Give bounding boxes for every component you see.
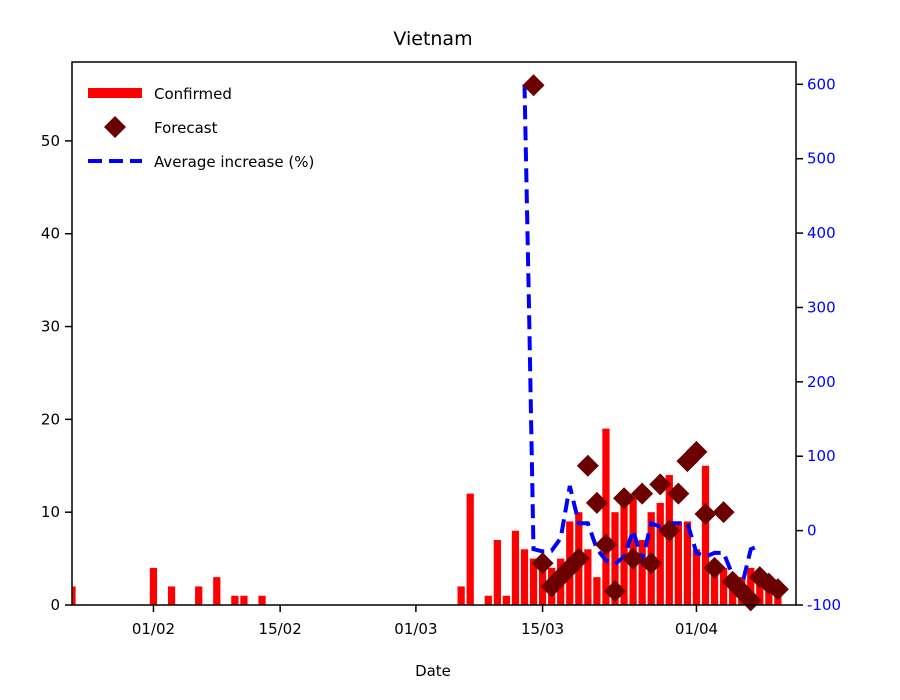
left-tick-label: 10 — [41, 503, 60, 521]
forecast-point — [712, 501, 735, 524]
forecast-point — [576, 454, 599, 477]
confirmed-bar — [529, 558, 538, 605]
confirmed-bar — [611, 512, 619, 605]
legend-confirmed-swatch — [88, 88, 142, 98]
x-tick-label: 15/03 — [521, 620, 564, 638]
confirmed-bar — [258, 595, 266, 605]
left-tick-label: 50 — [41, 132, 60, 150]
x-tick-label: 01/03 — [394, 620, 437, 638]
legend-label: Forecast — [154, 119, 218, 137]
confirmed-bar — [638, 540, 646, 605]
right-tick-label: 600 — [807, 75, 836, 93]
confirmed-bar — [584, 549, 592, 605]
forecast-point — [613, 487, 636, 510]
right-tick-label: 300 — [807, 298, 836, 316]
confirmed-bar — [656, 502, 664, 605]
confirmed-bar — [683, 521, 692, 605]
right-y-axis: -100 0 100 200 300 400 500 600 — [796, 75, 841, 614]
right-tick-label: 400 — [807, 224, 836, 242]
confirmed-bar — [457, 586, 465, 605]
confirmed-bar — [502, 595, 511, 605]
left-tick-label: 0 — [50, 596, 60, 614]
right-tick-label: -100 — [807, 596, 841, 614]
forecast-point — [694, 503, 717, 526]
confirmed-bar — [602, 428, 610, 605]
average-increase-line — [522, 84, 761, 591]
left-tick-label: 30 — [41, 318, 60, 336]
confirmed-bar — [593, 577, 601, 605]
confirmed-bar — [710, 567, 719, 605]
confirmed-bar — [240, 595, 248, 605]
confirmed-bar — [674, 521, 682, 605]
left-tick-label: 20 — [41, 410, 60, 428]
legend-label: Average increase (%) — [154, 153, 314, 171]
confirmed-bar — [493, 540, 501, 605]
confirmed-bar — [756, 577, 764, 605]
forecast-point — [622, 547, 645, 570]
legend: Confirmed Forecast Average increase (%) — [88, 85, 314, 171]
plot-frame — [71, 61, 797, 606]
confirmed-bar — [719, 567, 728, 605]
confirmed-bar — [484, 595, 492, 605]
plot-area — [71, 61, 797, 612]
confirmed-bar — [213, 577, 221, 605]
confirmed-bar — [167, 586, 176, 605]
confirmed-bar — [511, 530, 520, 605]
right-tick-label: 200 — [807, 373, 836, 391]
confirmed-bar — [520, 549, 529, 605]
forecast-point — [631, 482, 654, 505]
confirmed-bar — [149, 567, 158, 605]
legend-forecast-swatch — [104, 116, 126, 138]
confirmed-bar — [72, 586, 76, 605]
confirmed-bar — [747, 567, 755, 605]
forecast-point — [766, 578, 789, 601]
forecast-point — [604, 580, 626, 603]
confirmed-bar — [231, 595, 239, 605]
x-tick-label: 15/02 — [259, 620, 302, 638]
forecast-point — [522, 74, 545, 97]
forecast-point — [585, 491, 608, 514]
x-tick-label: 01/04 — [675, 620, 718, 638]
confirmed-bar — [701, 465, 710, 605]
left-y-axis: 0 10 20 30 40 50 — [41, 132, 72, 614]
x-axis-label: Date — [415, 662, 451, 680]
forecast-point — [594, 533, 617, 556]
confirmed-bar — [466, 493, 474, 605]
confirmed-bar — [195, 586, 203, 605]
chart-title: Vietnam — [393, 28, 472, 50]
right-tick-label: 500 — [807, 150, 836, 168]
legend-label: Confirmed — [154, 85, 232, 103]
forecast-point — [667, 482, 690, 505]
right-tick-label: 0 — [807, 522, 817, 540]
right-tick-label: 100 — [807, 447, 836, 465]
forecast-point — [567, 547, 590, 570]
x-axis: 01/02 15/02 01/03 15/03 01/04 — [132, 605, 718, 638]
forecast-point — [531, 552, 554, 575]
forecast-point — [649, 473, 672, 496]
x-tick-label: 01/02 — [132, 620, 175, 638]
confirmed-bar — [620, 493, 628, 605]
confirmed-bar — [692, 549, 701, 605]
forecast-point — [703, 556, 726, 579]
forecast-point — [685, 440, 708, 463]
forecast-point — [658, 519, 681, 542]
forecast-point — [640, 552, 663, 575]
forecast-point — [739, 589, 762, 612]
left-tick-label: 40 — [41, 225, 60, 243]
